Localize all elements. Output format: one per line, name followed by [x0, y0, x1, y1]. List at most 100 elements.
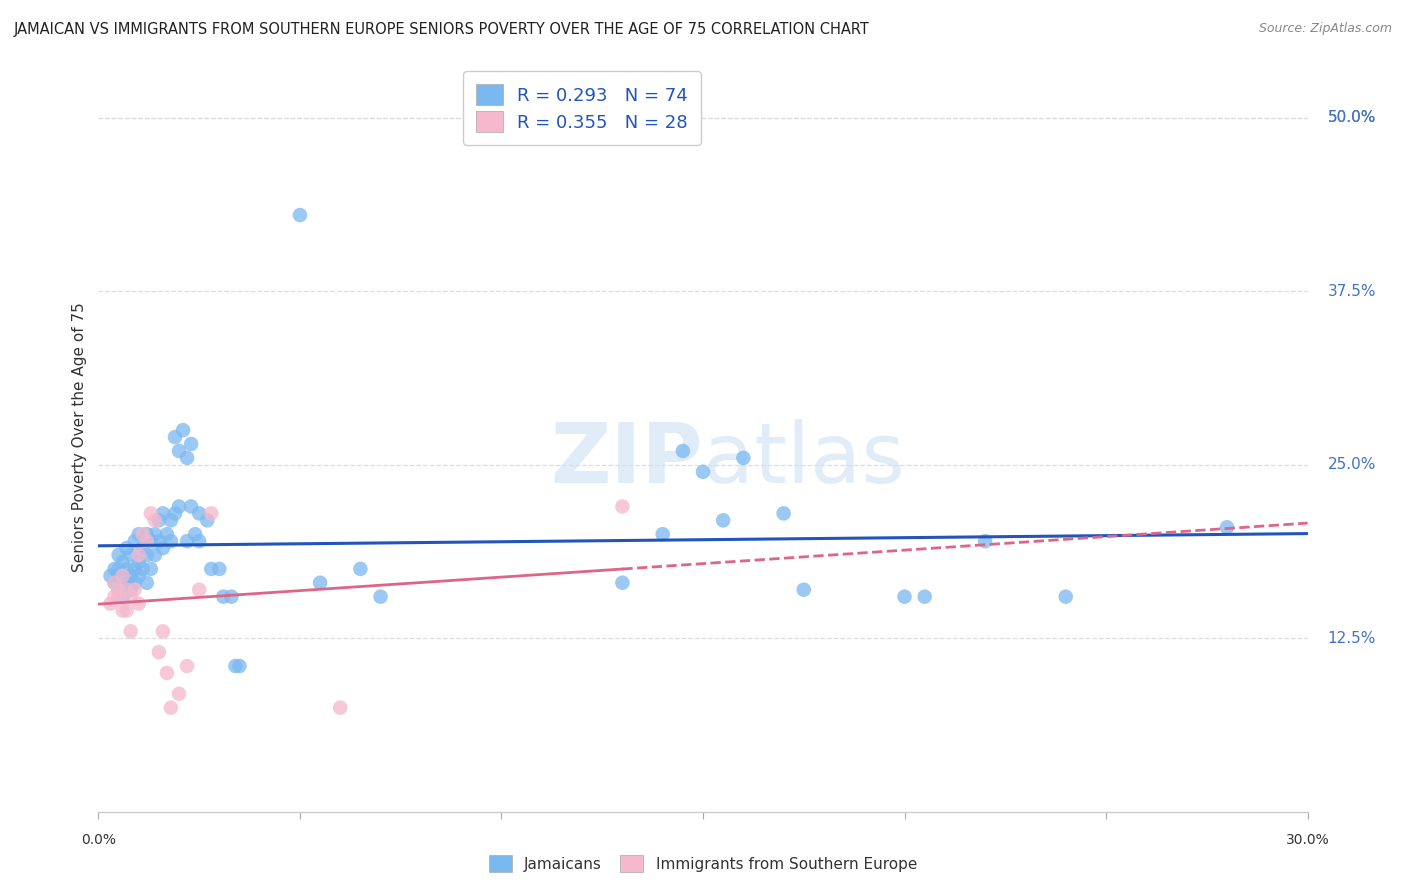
Point [167, 687, 190, 701]
Point [309, 575, 332, 590]
Text: JAMAICAN VS IMMIGRANTS FROM SOUTHERN EUROPE SENIORS POVERTY OVER THE AGE OF 75 C: JAMAICAN VS IMMIGRANTS FROM SOUTHERN EUR… [14, 22, 870, 37]
Point [228, 659, 250, 673]
Point [100, 569, 122, 583]
Y-axis label: Seniors Poverty Over the Age of 75: Seniors Poverty Over the Age of 75 [72, 302, 87, 572]
Point [120, 624, 142, 639]
Point [115, 603, 138, 617]
Point [107, 582, 129, 597]
Point [111, 572, 134, 586]
Point [672, 444, 695, 458]
Point [733, 450, 755, 465]
Point [103, 590, 125, 604]
Text: 30.0%: 30.0% [1285, 832, 1330, 847]
Point [143, 548, 166, 562]
Point [195, 513, 218, 527]
Point [188, 507, 211, 521]
Point [893, 590, 915, 604]
Point [1054, 590, 1077, 604]
Point [128, 548, 150, 562]
Point [329, 700, 352, 714]
Point [120, 569, 142, 583]
Text: 12.5%: 12.5% [1327, 631, 1376, 646]
Point [612, 575, 634, 590]
Point [152, 541, 174, 555]
Point [349, 562, 371, 576]
Point [124, 534, 146, 549]
Point [107, 590, 129, 604]
Point [139, 562, 162, 576]
Point [107, 548, 129, 562]
Point [224, 659, 246, 673]
Point [148, 534, 170, 549]
Point [156, 527, 179, 541]
Point [914, 590, 936, 604]
Point [128, 555, 150, 569]
Text: ZIP: ZIP [551, 419, 703, 500]
Point [135, 575, 157, 590]
Point [100, 597, 122, 611]
Point [208, 562, 231, 576]
Point [107, 582, 129, 597]
Point [152, 507, 174, 521]
Point [143, 527, 166, 541]
Text: 50.0%: 50.0% [1327, 111, 1376, 126]
Point [111, 569, 134, 583]
Point [120, 590, 142, 604]
Text: Source: ZipAtlas.com: Source: ZipAtlas.com [1258, 22, 1392, 36]
Point [172, 423, 194, 437]
Point [128, 597, 150, 611]
Point [221, 590, 243, 604]
Point [132, 541, 155, 555]
Point [167, 444, 190, 458]
Point [1216, 520, 1239, 534]
Point [139, 507, 162, 521]
Point [148, 513, 170, 527]
Point [612, 500, 634, 514]
Point [139, 534, 162, 549]
Point [111, 555, 134, 569]
Point [167, 500, 190, 514]
Point [115, 575, 138, 590]
Point [135, 548, 157, 562]
Text: 0.0%: 0.0% [82, 832, 115, 847]
Point [124, 575, 146, 590]
Point [128, 569, 150, 583]
Point [124, 582, 146, 597]
Point [120, 582, 142, 597]
Point [212, 590, 235, 604]
Point [160, 513, 183, 527]
Point [200, 507, 222, 521]
Text: 25.0%: 25.0% [1327, 458, 1376, 473]
Point [111, 590, 134, 604]
Point [135, 527, 157, 541]
Point [103, 562, 125, 576]
Point [148, 645, 170, 659]
Point [160, 534, 183, 549]
Point [128, 527, 150, 541]
Point [135, 534, 157, 549]
Point [184, 527, 207, 541]
Point [188, 582, 211, 597]
Point [152, 624, 174, 639]
Point [115, 582, 138, 597]
Point [156, 665, 179, 680]
Point [711, 513, 734, 527]
Point [370, 590, 392, 604]
Point [132, 562, 155, 576]
Legend: R = 0.293   N = 74, R = 0.355   N = 28: R = 0.293 N = 74, R = 0.355 N = 28 [464, 71, 700, 145]
Point [180, 437, 202, 451]
Point [176, 534, 198, 549]
Point [107, 569, 129, 583]
Text: 37.5%: 37.5% [1327, 284, 1376, 299]
Point [651, 527, 673, 541]
Point [120, 548, 142, 562]
Point [115, 562, 138, 576]
Point [974, 534, 997, 549]
Point [163, 430, 186, 444]
Point [180, 500, 202, 514]
Text: 50.0%: 50.0% [1327, 111, 1376, 126]
Point [176, 659, 198, 673]
Point [124, 562, 146, 576]
Point [115, 541, 138, 555]
Point [692, 465, 714, 479]
